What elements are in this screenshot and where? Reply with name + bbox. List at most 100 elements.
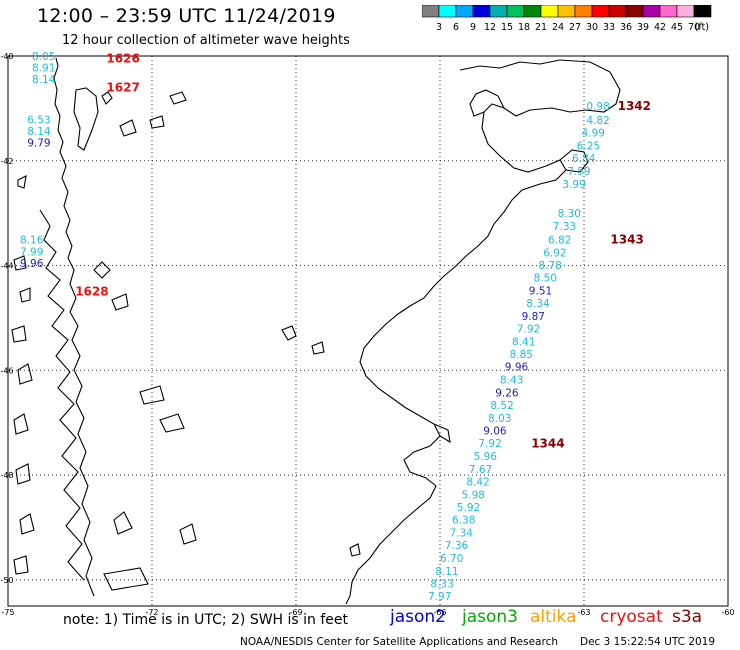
wave-height-value: 8.50 [534,273,557,285]
chile-coast [53,57,95,597]
wave-height-value: 8.14 [32,74,56,86]
wave-height-value: 8.91 [32,63,55,75]
wave-height-value: 9.87 [522,311,545,323]
argentina-coast [345,59,621,605]
wave-height-value: 7.36 [445,540,469,552]
scale-tick-label: 12 [484,22,496,33]
wave-height-value: 7.67 [469,464,492,476]
argentina-bays [433,89,589,444]
longitude-label: -60 [721,608,734,617]
longitude-label: -69 [289,608,302,617]
wave-height-value: 6.38 [452,515,475,527]
longitude-label: -66 [433,608,446,617]
wave-height-value: 3.99 [562,179,585,191]
pass-number-label: 1344 [531,437,564,451]
scale-tick-label: 3 [436,22,442,33]
scale-tick-label: 39 [637,22,649,33]
wave-height-value: 8.41 [512,336,535,348]
wave-height-value: 8.52 [490,400,513,412]
wave-height-value: 8.78 [538,260,561,272]
legend-jason3: jason3 [462,607,518,627]
scale-tick-label: 6 [453,22,459,33]
wave-height-value: 7.34 [450,528,474,540]
wave-height-value: 8.05 [32,51,55,63]
legend-cryosat: cryosat [600,607,663,627]
scale-tick-label: 27 [569,22,581,33]
generation-timestamp: Dec 3 15:22:54 UTC 2019 [580,636,716,648]
wave-height-value: 9.96 [505,362,529,374]
wave-height-value: 7.97 [428,591,451,603]
graticule: -40 -42 -44 -46 -48 -50 -75 -72 -69 -66 -63 -60 [0,52,734,617]
latitude-label: -46 [0,366,13,375]
wave-height-value: 8.33 [430,578,453,590]
latitude-label: -48 [0,471,13,480]
legend-s3a: s3a [672,607,703,627]
wave-height-value: 9.96 [20,258,44,270]
pass-number-label: 1628 [75,285,108,299]
wave-height-value: 0.98 [586,101,609,113]
color-scale-bar: 3 6 9 12 15 18 21 24 27 30 33 36 39 42 45 70(ft) [422,5,712,33]
pass-label-layer: 1626 1627 1628 1342 1343 1344 [75,52,651,451]
legend-jason2: jason2 [390,607,446,627]
wave-height-value: 7.59 [567,166,590,178]
wave-height-value: 5.96 [474,451,498,463]
wave-height-value: 5.92 [457,502,480,514]
wave-height-value: 6.92 [543,247,566,259]
wave-height-value: 8.16 [20,234,44,246]
scale-tick-label: 15 [501,22,513,33]
pass-number-label: 1626 [106,52,139,66]
wave-height-value: 4.99 [582,127,605,139]
scale-tick-label: 30 [586,22,598,33]
wave-height-value: 7.33 [553,221,576,233]
longitude-label: -72 [145,608,158,617]
wave-height-value: 6.53 [27,114,50,126]
map-frame [7,55,729,607]
wave-height-value: 6.70 [440,553,463,565]
scale-tick-label: 9 [470,22,476,33]
islands-east [281,325,361,557]
pass-number-label: 1343 [610,232,643,246]
chile-islands-west [11,175,35,575]
scale-unit-label: (ft) [695,22,709,33]
chiloe-island [73,87,99,151]
wave-height-value: 8.43 [500,375,523,387]
latitude-label: -44 [0,262,13,271]
longitude-label: -63 [577,608,590,617]
scale-tick-label: 70 [688,22,700,33]
wave-height-value: 8.03 [488,413,511,425]
scale-tick-label: 24 [552,22,564,33]
wave-height-value: 8.11 [435,566,458,578]
latitude-label: -40 [0,52,13,61]
scale-tick-label: 42 [654,22,666,33]
wave-height-value: 7.92 [517,323,540,335]
wave-height-value: 7.92 [478,438,501,450]
pass-number-label: 1627 [106,80,139,94]
wave-height-value: 8.85 [510,349,533,361]
wave-height-value: 5.98 [462,489,485,501]
wave-height-value: 6.82 [548,234,571,246]
latitude-label: -42 [0,157,13,166]
wave-height-value: 9.79 [27,137,50,149]
scale-tick-label: 21 [535,22,547,33]
wave-height-value: 9.26 [495,387,519,399]
scale-tick-label: 18 [518,22,530,33]
legend-altika: altika [530,607,577,627]
wave-height-value: 8.42 [466,476,489,488]
scale-tick-label: 33 [603,22,615,33]
map-title: 12:00 – 23:59 UTC 11/24/2019 [37,5,336,27]
scale-tick-label: 36 [620,22,632,33]
wave-height-value: 8.30 [558,208,581,220]
wave-height-value: 8.34 [526,298,550,310]
color-swatch [693,5,712,18]
wave-height-value: 8.14 [27,126,51,138]
wave-height-value: 4.82 [586,115,609,127]
chile-fjords [39,209,85,581]
andes-lakes [93,91,197,591]
latitude-label: -50 [0,576,13,585]
coastline [11,57,621,605]
credit-line: NOAA/NESDIS Center for Satellite Applica… [240,636,558,648]
scale-tick-label: 45 [671,22,683,33]
wave-height-value: 7.99 [20,246,43,258]
footnote: note: 1) Time is in UTC; 2) SWH is in fe… [63,612,349,628]
